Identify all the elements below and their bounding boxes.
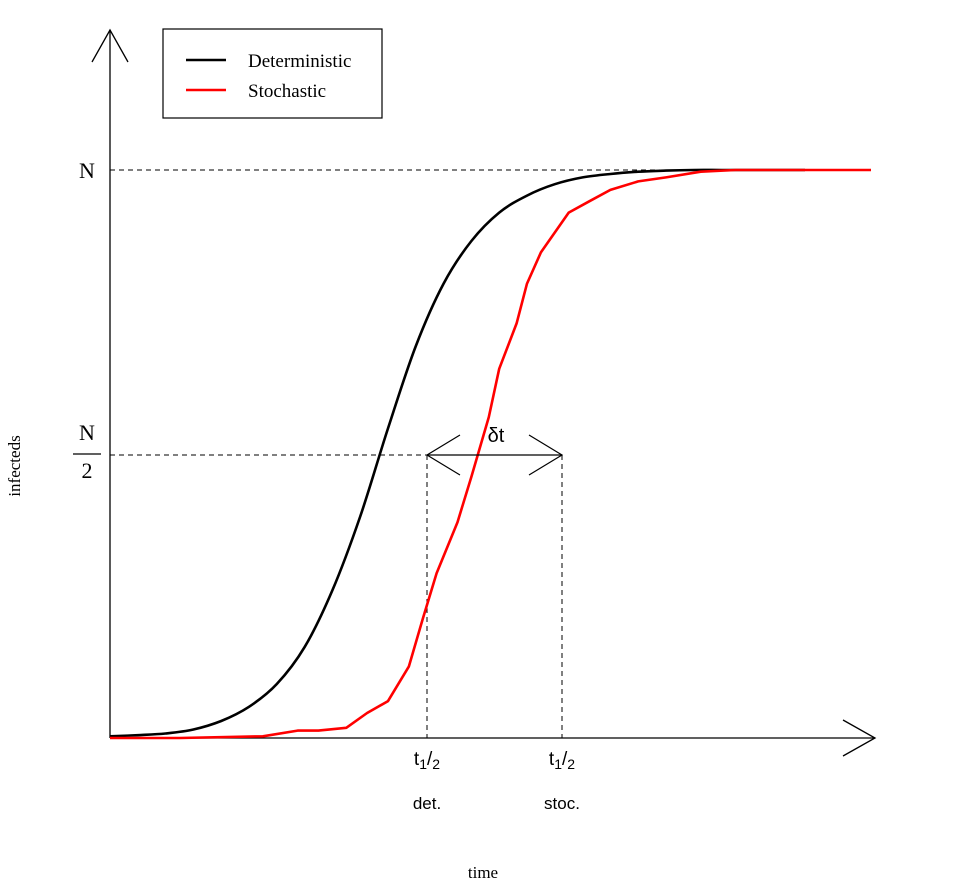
stoc-half-time-marker: t1/2 xyxy=(549,749,575,772)
y-tick-n: N xyxy=(79,158,95,183)
series-line-stochastic xyxy=(110,168,871,740)
det-t-denom: 2 xyxy=(432,756,440,772)
series-layer xyxy=(109,168,871,740)
y-axis-label: infecteds xyxy=(5,435,24,496)
legend-label-stochastic: Stochastic xyxy=(248,81,326,102)
x-axis-label: time xyxy=(468,863,498,882)
stoc-marker-label: stoc. xyxy=(544,794,580,813)
y-tick-half-denominator: 2 xyxy=(82,458,93,483)
det-t-glyph: t xyxy=(414,749,420,770)
guide-lines xyxy=(110,169,875,738)
x-axis-arrowhead xyxy=(842,719,877,757)
legend-label-deterministic: Deterministic xyxy=(248,51,351,72)
y-tick-labels: N N 2 infecteds xyxy=(5,158,101,497)
stoc-t-sub: 1 xyxy=(554,756,562,772)
y-axis-arrowhead xyxy=(91,28,129,63)
delta-t-arrowhead-left xyxy=(425,434,461,476)
delta-t-arrowhead-right xyxy=(528,434,564,476)
x-marker-labels: t1/2 det. t1/2 stoc. time xyxy=(413,749,580,882)
series-line-deterministic xyxy=(109,168,805,738)
stoc-t-slash: / xyxy=(562,749,568,770)
legend-box xyxy=(162,28,383,119)
y-tick-half-numerator: N xyxy=(79,420,95,445)
stoc-t-glyph: t xyxy=(549,749,555,770)
det-marker-label: det. xyxy=(413,794,441,813)
det-half-time-marker: t1/2 xyxy=(414,749,440,772)
axes xyxy=(91,28,877,757)
det-t-slash: / xyxy=(427,749,433,770)
legend: Deterministic Stochastic xyxy=(162,28,383,119)
stoc-t-denom: 2 xyxy=(567,756,575,772)
delta-t-annotation: δt xyxy=(425,425,564,476)
delta-t-label: δt xyxy=(488,425,505,447)
det-t-sub: 1 xyxy=(419,756,427,772)
